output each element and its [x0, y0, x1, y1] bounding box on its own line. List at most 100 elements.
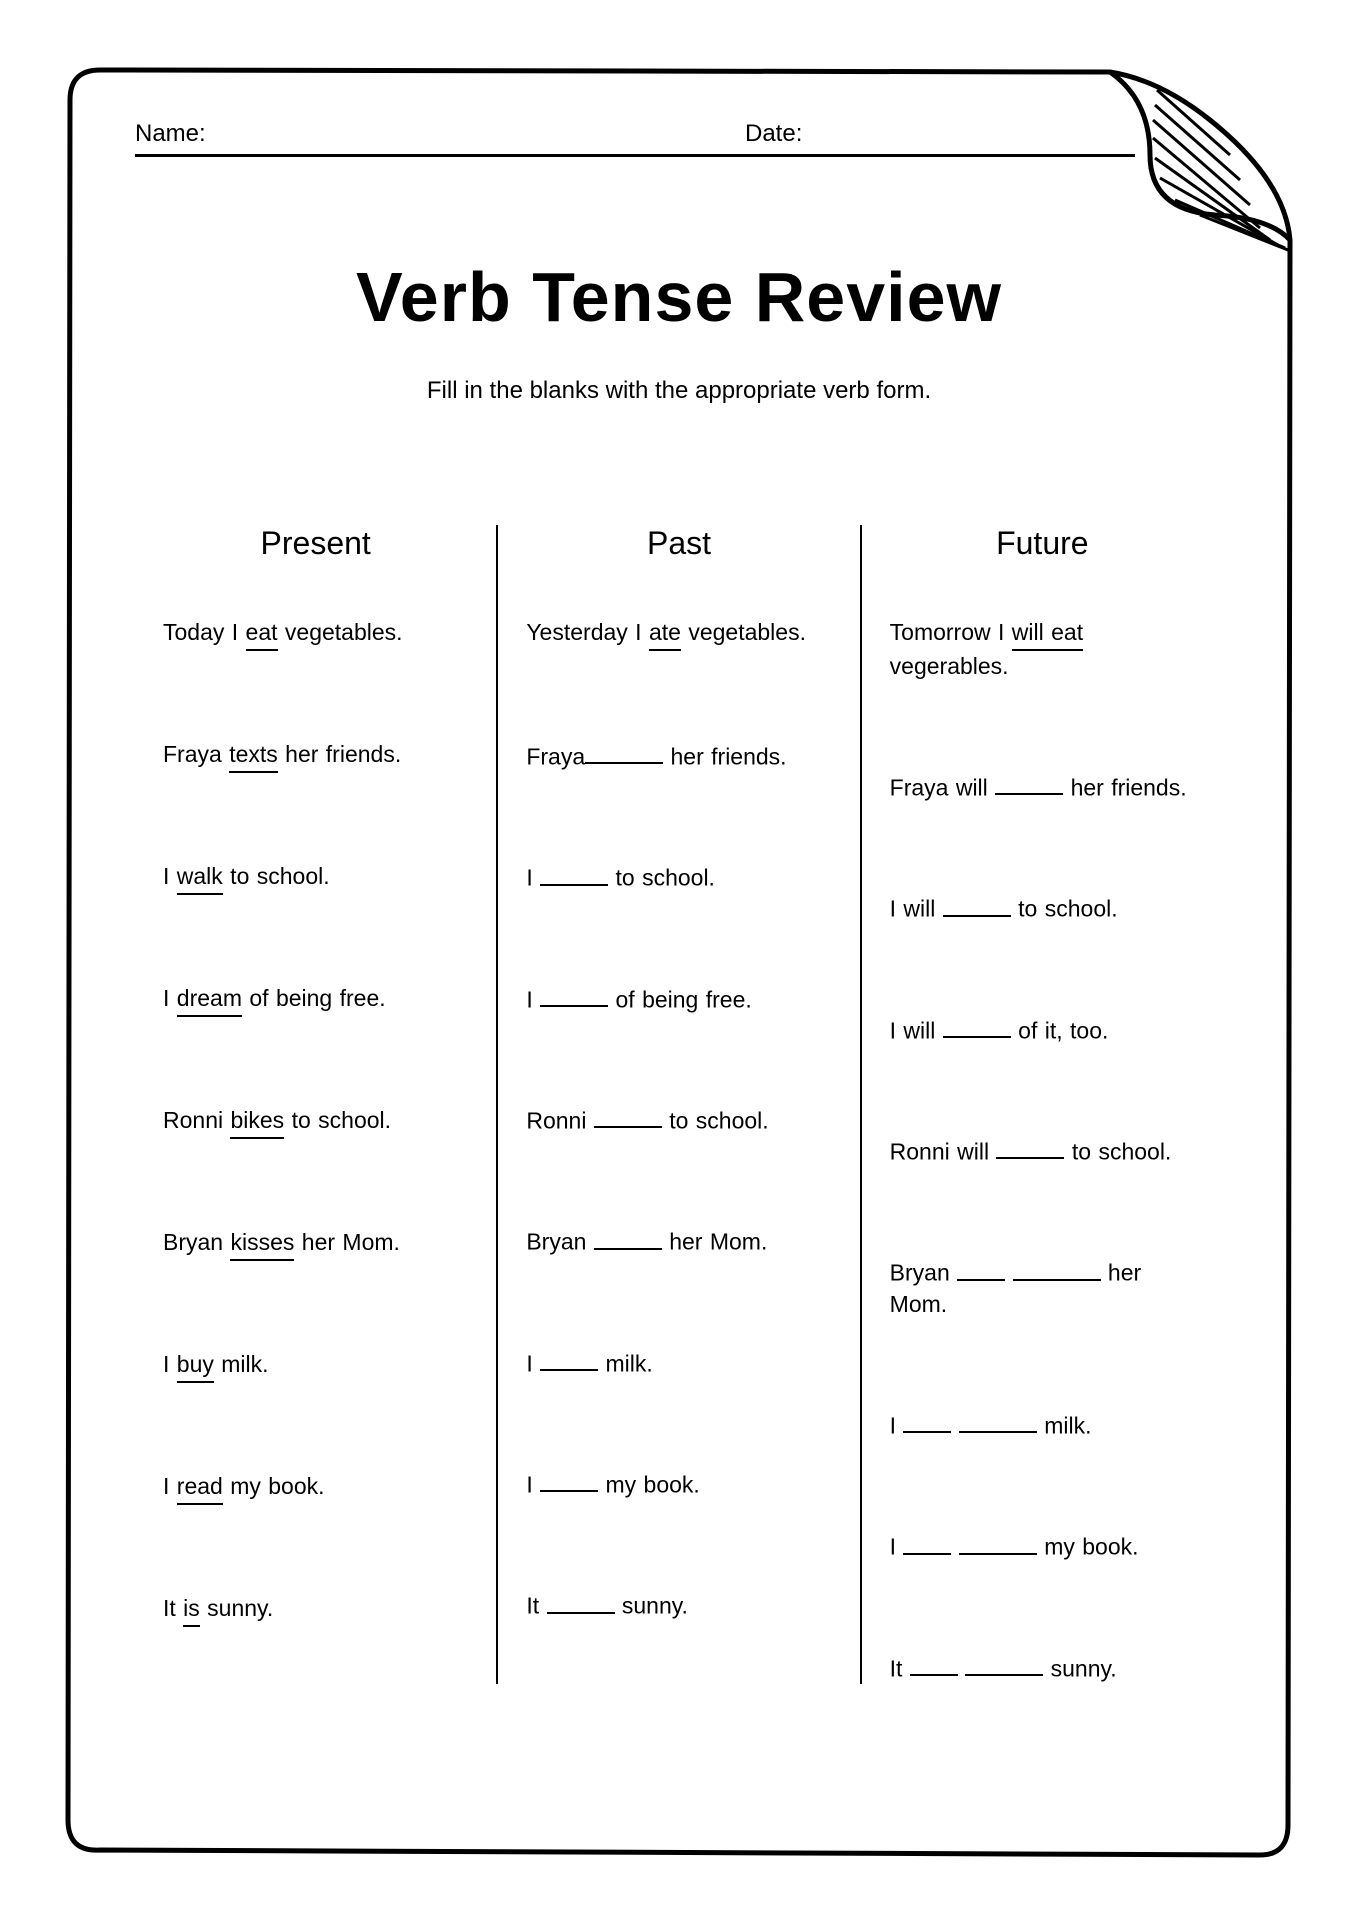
date-label: Date:: [745, 120, 1135, 148]
underlined-verb: is: [183, 1593, 200, 1627]
fill-blank[interactable]: [903, 1529, 951, 1554]
column-body: Tomorrow I will eat vegerables. Fraya wil…: [890, 617, 1195, 1684]
sentence-post: my book.: [606, 1471, 700, 1497]
sentence-post: her Mom.: [294, 1229, 400, 1255]
sentence-pre: Fraya: [163, 741, 229, 767]
sentence-post: of being free.: [616, 986, 752, 1012]
sentence-post: her Mom.: [669, 1229, 767, 1255]
sentence-pre: I: [526, 1350, 540, 1376]
sentence-pre: Today I: [163, 619, 246, 645]
column-body: Today I eat vegetables. Fraya texts her f…: [163, 617, 468, 1627]
worksheet-title: Verb Tense Review: [135, 257, 1223, 337]
sentence-pre: I: [526, 1471, 540, 1497]
column-past: Past Yesterday I ate vegetables. Fraya he…: [496, 525, 859, 1684]
fill-blank[interactable]: [995, 770, 1063, 795]
sentence-post: my book.: [223, 1473, 325, 1499]
sentence-entry: Yesterday I ate vegetables.: [526, 617, 831, 651]
fill-blank[interactable]: [965, 1651, 1043, 1676]
sentence-post: sunny.: [622, 1593, 688, 1619]
underlined-verb: dream: [177, 983, 242, 1017]
name-label: Name:: [135, 120, 745, 148]
fill-blank[interactable]: [959, 1529, 1037, 1554]
sentence-entry: Fraya texts her friends.: [163, 739, 468, 773]
columns-container: Present Today I eat vegetables. Fraya tex…: [135, 525, 1223, 1684]
fill-blank[interactable]: [594, 1103, 662, 1128]
underlined-verb: kisses: [230, 1227, 294, 1261]
fill-blank[interactable]: [910, 1651, 958, 1676]
sentence-entry: Bryan her Mom.: [890, 1255, 1195, 1319]
sentence-entry: Fraya her friends.: [526, 739, 831, 772]
column-body: Yesterday I ate vegetables. Fraya her fri…: [526, 617, 831, 1622]
fill-blank[interactable]: [996, 1134, 1064, 1159]
sentence-entry: Bryan kisses her Mom.: [163, 1227, 468, 1261]
sentence-entry: It is sunny.: [163, 1593, 468, 1627]
fill-blank[interactable]: [943, 1013, 1011, 1038]
sentence-post: sunny.: [1051, 1655, 1117, 1681]
sentence-pre: I will: [890, 1017, 943, 1043]
sentence-pre: Bryan: [526, 1229, 593, 1255]
instructions-text: Fill in the blanks with the appropriate …: [135, 377, 1223, 405]
sentence-pre: Ronni will: [890, 1138, 997, 1164]
sentence-post: her friends.: [1071, 774, 1187, 800]
fill-blank[interactable]: [540, 1467, 598, 1492]
underlined-verb: walk: [177, 861, 223, 895]
sentence-post: of being free.: [242, 985, 386, 1011]
column-heading: Future: [890, 525, 1195, 562]
sentence-pre: Ronni: [163, 1107, 230, 1133]
column-heading: Past: [526, 525, 831, 562]
fill-blank[interactable]: [594, 1224, 662, 1249]
sentence-entry: I buy milk.: [163, 1349, 468, 1383]
sentence-pre: I: [890, 1534, 904, 1560]
sentence-entry: Ronni bikes to school.: [163, 1105, 468, 1139]
column-heading: Present: [163, 525, 468, 562]
sentence-post: milk.: [214, 1351, 269, 1377]
fill-blank[interactable]: [1013, 1255, 1101, 1280]
sentence-post: vegetables.: [681, 619, 806, 645]
underlined-verb: buy: [177, 1349, 214, 1383]
fill-blank[interactable]: [547, 1588, 615, 1613]
fill-blank[interactable]: [903, 1408, 951, 1433]
sentence-pre: Yesterday I: [526, 619, 649, 645]
underlined-verb: ate: [649, 617, 681, 651]
sentence-post: her friends.: [278, 741, 401, 767]
sentence-entry: I read my book.: [163, 1471, 468, 1505]
sentence-entry: Fraya will her friends.: [890, 770, 1195, 803]
sentence-pre: Fraya: [526, 743, 585, 769]
sentence-entry: I my book.: [526, 1467, 831, 1500]
sentence-entry: Tomorrow I will eat vegerables.: [890, 617, 1195, 682]
sentence-pre: I: [163, 1351, 177, 1377]
fill-blank[interactable]: [959, 1408, 1037, 1433]
sentence-post: milk.: [606, 1350, 653, 1376]
sentence-entry: I milk.: [526, 1346, 831, 1379]
fill-blank[interactable]: [943, 891, 1011, 916]
sentence-entry: I will to school.: [890, 891, 1195, 924]
sentence-entry: Ronni to school.: [526, 1103, 831, 1136]
sentence-post: to school.: [1072, 1138, 1171, 1164]
underlined-verb: read: [177, 1471, 223, 1505]
fill-blank[interactable]: [540, 860, 608, 885]
header-fields: Name: Date:: [135, 120, 1135, 157]
sentence-pre: I: [890, 1412, 904, 1438]
fill-blank[interactable]: [585, 739, 663, 764]
sentence-entry: Today I eat vegetables.: [163, 617, 468, 651]
sentence-post: sunny.: [200, 1595, 273, 1621]
sentence-entry: I my book.: [890, 1529, 1195, 1562]
sentence-post: to school.: [223, 863, 330, 889]
sentence-pre: I: [526, 986, 540, 1012]
sentence-entry: I of being free.: [526, 982, 831, 1015]
sentence-pre: I: [163, 985, 177, 1011]
sentence-post: her friends.: [671, 743, 787, 769]
fill-blank[interactable]: [540, 982, 608, 1007]
sentence-entry: I will of it, too.: [890, 1013, 1195, 1046]
sentence-entry: I milk.: [890, 1408, 1195, 1441]
sentence-pre: Fraya will: [890, 774, 996, 800]
sentence-entry: I to school.: [526, 860, 831, 893]
sentence-pre: It: [163, 1595, 183, 1621]
fill-blank[interactable]: [957, 1255, 1005, 1280]
sentence-post: of it, too.: [1018, 1017, 1108, 1043]
sentence-entry: Ronni will to school.: [890, 1134, 1195, 1167]
sentence-pre: I: [163, 863, 177, 889]
sentence-post: my book.: [1044, 1534, 1138, 1560]
fill-blank[interactable]: [540, 1346, 598, 1371]
sentence-entry: It sunny.: [526, 1588, 831, 1621]
